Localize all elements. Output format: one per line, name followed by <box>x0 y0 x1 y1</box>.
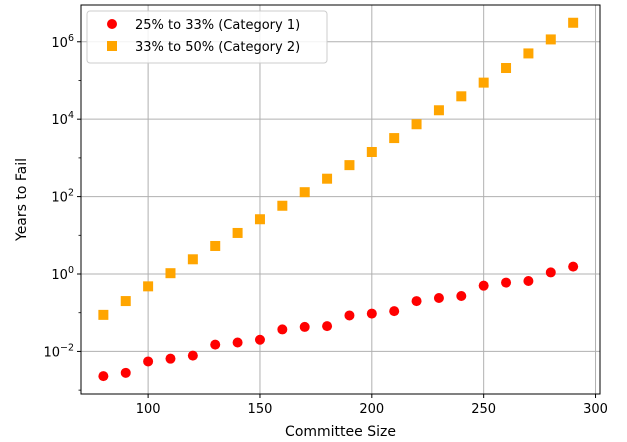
series-1-point <box>299 321 310 332</box>
series-2-point <box>568 17 579 28</box>
series-1-point <box>210 339 221 350</box>
series-2-point <box>210 240 221 251</box>
series-2-point <box>143 281 154 292</box>
legend-marker-series-1 <box>107 19 117 29</box>
plot-frame <box>80 4 601 395</box>
series-2-point <box>344 160 355 171</box>
series-2-point <box>277 200 288 211</box>
x-axis-label: Committee Size <box>285 424 396 440</box>
series-2-point <box>501 63 512 74</box>
series-2-point <box>187 254 198 265</box>
series-1-point <box>322 321 333 332</box>
series-1-point <box>478 280 489 291</box>
x-tick-label: 150 <box>248 402 273 417</box>
x-tick-label: 100 <box>136 402 161 417</box>
legend-label-series-2: 33% to 50% (Category 2) <box>135 40 300 55</box>
series-2-point <box>366 146 377 157</box>
series-1-point <box>98 371 109 382</box>
series-1-point <box>433 292 444 303</box>
series-1-point <box>389 306 400 317</box>
series-1-point <box>120 367 131 378</box>
data-points <box>98 17 579 382</box>
legend-label-series-1: 25% to 33% (Category 1) <box>135 18 300 33</box>
series-2-point <box>389 133 400 144</box>
series-1-point <box>568 261 579 272</box>
series-1-point <box>523 275 534 286</box>
series-1-point <box>254 334 265 345</box>
legend-marker-series-2 <box>107 41 117 51</box>
x-tick-label: 200 <box>359 402 384 417</box>
series-1-point <box>143 356 154 367</box>
series-1-point <box>232 337 243 348</box>
y-tick-label: 106 <box>51 33 74 51</box>
series-2-point <box>478 77 489 88</box>
series-2-point <box>523 48 534 59</box>
series-1-point <box>545 267 556 278</box>
y-axis-label: Years to Fail <box>14 158 30 242</box>
series-1-point <box>411 296 422 307</box>
y-tick-label: 100 <box>51 265 74 283</box>
axis-ticks: 100 150 200 250 300 10−2 100 102 104 106 <box>43 33 608 417</box>
series-2-point <box>456 91 467 102</box>
series-2-point <box>545 34 556 45</box>
series-2-point <box>433 105 444 116</box>
series-2-point <box>254 214 265 225</box>
y-tick-label: 104 <box>51 110 74 128</box>
series-1-point <box>456 291 467 302</box>
legend: 25% to 33% (Category 1) 33% to 50% (Categ… <box>86 10 328 64</box>
series-2-point <box>120 296 131 307</box>
x-tick-label: 300 <box>583 402 608 417</box>
legend-box <box>86 10 328 64</box>
series-1-point <box>366 308 377 319</box>
y-tick-label: 10−2 <box>43 342 74 360</box>
series-1-point <box>277 324 288 335</box>
series-1-point <box>501 277 512 288</box>
series-2-point <box>165 268 176 279</box>
series-1-point <box>187 350 198 361</box>
series-2-point <box>98 309 109 320</box>
series-1-point <box>344 310 355 321</box>
y-tick-label: 102 <box>51 188 74 206</box>
series-2-point <box>299 187 310 198</box>
series-2-point <box>322 173 333 184</box>
series-2-point <box>411 119 422 130</box>
series-1-point <box>165 353 176 364</box>
series-2-point <box>232 227 243 238</box>
x-tick-label: 250 <box>471 402 496 417</box>
